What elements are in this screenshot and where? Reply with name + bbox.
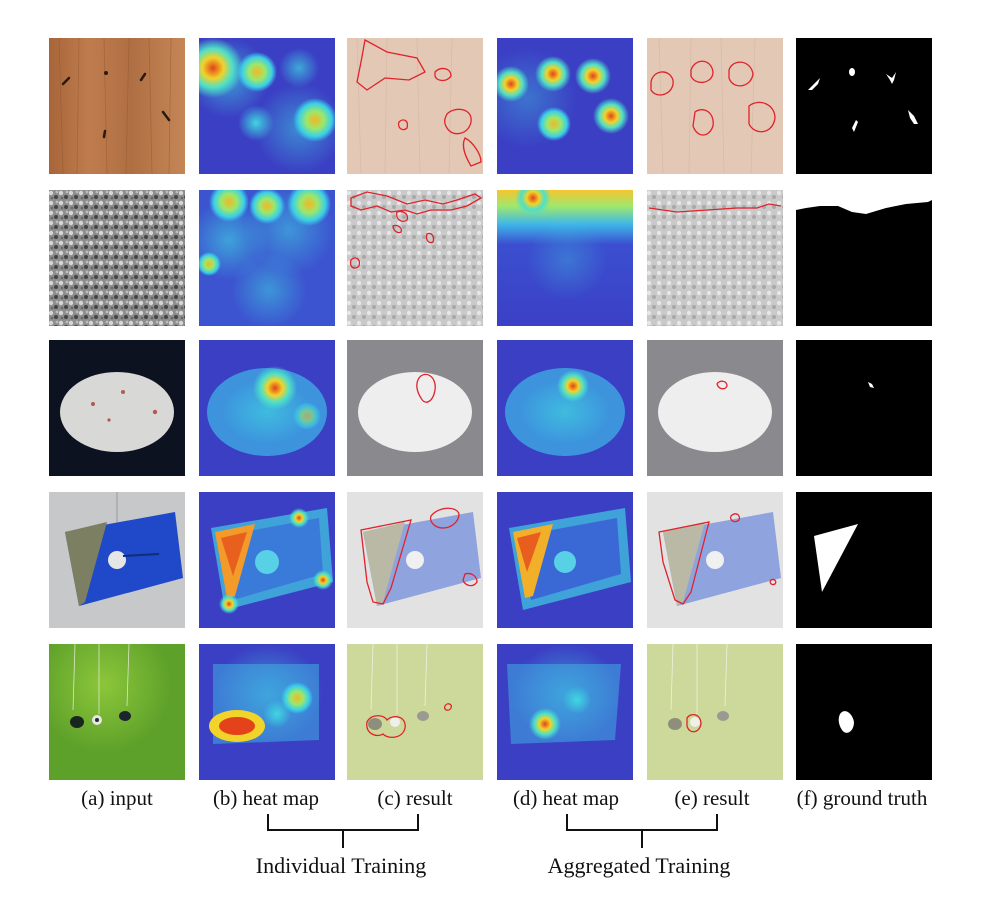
- cell-r3-input: [49, 340, 185, 476]
- cell-r1-heatmap-individual: [199, 38, 335, 174]
- cell-r3-heatmap-aggregated: [497, 340, 633, 476]
- cell-r2-result-individual: [347, 190, 483, 326]
- cell-r2-ground-truth: [796, 190, 932, 326]
- cell-r4-result-individual: [347, 492, 483, 628]
- cell-r5-result-individual: [347, 644, 483, 780]
- cell-r2-input: [49, 190, 185, 326]
- cell-r4-heatmap-individual: [199, 492, 335, 628]
- cell-r2-heatmap-aggregated: [497, 190, 633, 326]
- cell-r4-ground-truth: [796, 492, 932, 628]
- cell-r1-ground-truth: [796, 38, 932, 174]
- cell-r5-result-aggregated: [647, 644, 783, 780]
- cell-r3-heatmap-individual: [199, 340, 335, 476]
- cell-r4-result-aggregated: [647, 492, 783, 628]
- cell-r5-input: [49, 644, 185, 780]
- cell-r5-ground-truth: [796, 644, 932, 780]
- column-label-input: (a) input: [81, 786, 153, 810]
- cell-r2-result-aggregated: [647, 190, 783, 326]
- column-label-heatmap-individual: (b) heat map: [212, 786, 320, 810]
- cell-r4-input: [49, 492, 185, 628]
- cell-r1-result-individual: [347, 38, 483, 174]
- cell-r1-input: [49, 38, 185, 174]
- cell-r2-heatmap-individual: [199, 190, 335, 326]
- cell-r4-heatmap-aggregated: [497, 492, 633, 628]
- cell-r3-ground-truth: [796, 340, 932, 476]
- cell-r3-result-aggregated: [647, 340, 783, 476]
- cell-r5-heatmap-aggregated: [497, 644, 633, 780]
- column-label-result-aggregated: (e) result: [674, 786, 750, 810]
- cell-r5-heatmap-individual: [199, 644, 335, 780]
- column-label-result-individual: (c) result: [377, 786, 453, 810]
- column-label-ground-truth: (f) ground truth: [796, 786, 928, 810]
- bracket-individual: [267, 814, 419, 848]
- cell-r1-heatmap-aggregated: [497, 38, 633, 174]
- column-label-heatmap-aggregated: (d) heat map: [512, 786, 620, 810]
- group-label-individual-training: Individual Training: [255, 853, 427, 878]
- bracket-aggregated: [566, 814, 718, 848]
- group-label-aggregated-training: Aggregated Training: [547, 853, 731, 878]
- cell-r3-result-individual: [347, 340, 483, 476]
- cell-r1-result-aggregated: [647, 38, 783, 174]
